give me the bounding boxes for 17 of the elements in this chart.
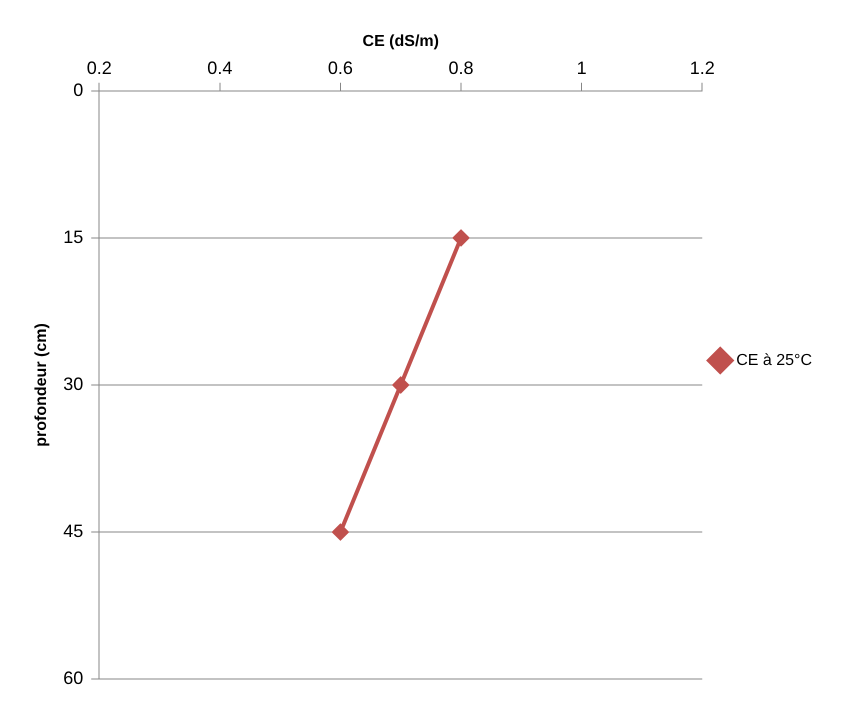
y-tick-label: 15 [63, 226, 84, 247]
x-tick-label: 0.2 [86, 58, 112, 78]
y-tick-label: 0 [73, 80, 84, 100]
y-tick-label: 30 [63, 374, 84, 394]
y-axis-title: profondeur (cm) [33, 323, 50, 447]
y-tick-label: 60 [63, 668, 84, 688]
y-tick-label: 45 [63, 521, 84, 542]
x-axis-title: CE (dS/m) [362, 33, 439, 50]
legend-label: CE à 25°C [736, 352, 812, 369]
x-tick-label: 0.8 [448, 58, 474, 78]
point [453, 230, 470, 246]
x-tick-label: 1.2 [690, 58, 715, 78]
x-tick-label: 0.6 [328, 58, 353, 78]
point [392, 377, 409, 393]
point [332, 524, 348, 540]
x-tick-label: 1 [576, 58, 587, 78]
x-tick-label: 0.4 [207, 58, 232, 78]
